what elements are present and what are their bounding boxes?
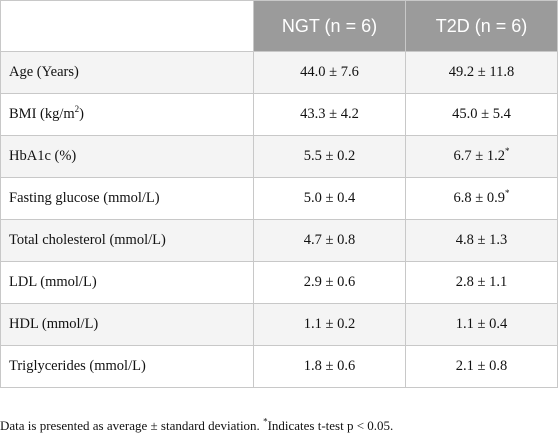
table-row: Fasting glucose (mmol/L) 5.0 ± 0.4 6.8 ±… bbox=[0, 177, 558, 220]
table-footnote: Data is presented as average ± standard … bbox=[0, 416, 394, 433]
t2d-value: 4.8 ± 1.3 bbox=[405, 219, 558, 262]
row-label: HbA1c (%) bbox=[0, 135, 254, 178]
row-label: Triglycerides (mmol/L) bbox=[0, 345, 254, 388]
table-header-row: NGT (n = 6) T2D (n = 6) bbox=[0, 0, 558, 52]
row-label: BMI (kg/m2) bbox=[0, 93, 254, 136]
t2d-value: 49.2 ± 11.8 bbox=[405, 51, 558, 94]
table-row: HbA1c (%) 5.5 ± 0.2 6.7 ± 1.2* bbox=[0, 135, 558, 178]
ngt-value: 5.5 ± 0.2 bbox=[253, 135, 406, 178]
t2d-value: 45.0 ± 5.4 bbox=[405, 93, 558, 136]
header-cell-t2d: T2D (n = 6) bbox=[405, 0, 558, 52]
table-row: Total cholesterol (mmol/L) 4.7 ± 0.8 4.8… bbox=[0, 219, 558, 262]
header-cell-empty bbox=[0, 0, 254, 52]
table-row: Age (Years) 44.0 ± 7.6 49.2 ± 11.8 bbox=[0, 51, 558, 94]
t2d-value: 2.8 ± 1.1 bbox=[405, 261, 558, 304]
ngt-value: 2.9 ± 0.6 bbox=[253, 261, 406, 304]
row-label: LDL (mmol/L) bbox=[0, 261, 254, 304]
table-row: BMI (kg/m2) 43.3 ± 4.2 45.0 ± 5.4 bbox=[0, 93, 558, 136]
t2d-value: 1.1 ± 0.4 bbox=[405, 303, 558, 346]
ngt-value: 43.3 ± 4.2 bbox=[253, 93, 406, 136]
row-label: Age (Years) bbox=[0, 51, 254, 94]
ngt-value: 4.7 ± 0.8 bbox=[253, 219, 406, 262]
row-label: Total cholesterol (mmol/L) bbox=[0, 219, 254, 262]
characteristics-table: NGT (n = 6) T2D (n = 6) Age (Years) 44.0… bbox=[0, 0, 558, 388]
table-row: HDL (mmol/L) 1.1 ± 0.2 1.1 ± 0.4 bbox=[0, 303, 558, 346]
table-row: Triglycerides (mmol/L) 1.8 ± 0.6 2.1 ± 0… bbox=[0, 345, 558, 388]
t2d-value: 6.7 ± 1.2* bbox=[405, 135, 558, 178]
t2d-value: 6.8 ± 0.9* bbox=[405, 177, 558, 220]
ngt-value: 5.0 ± 0.4 bbox=[253, 177, 406, 220]
ngt-value: 44.0 ± 7.6 bbox=[253, 51, 406, 94]
row-label: HDL (mmol/L) bbox=[0, 303, 254, 346]
t2d-value: 2.1 ± 0.8 bbox=[405, 345, 558, 388]
row-label: Fasting glucose (mmol/L) bbox=[0, 177, 254, 220]
ngt-value: 1.8 ± 0.6 bbox=[253, 345, 406, 388]
table-row: LDL (mmol/L) 2.9 ± 0.6 2.8 ± 1.1 bbox=[0, 261, 558, 304]
header-cell-ngt: NGT (n = 6) bbox=[253, 0, 406, 52]
ngt-value: 1.1 ± 0.2 bbox=[253, 303, 406, 346]
